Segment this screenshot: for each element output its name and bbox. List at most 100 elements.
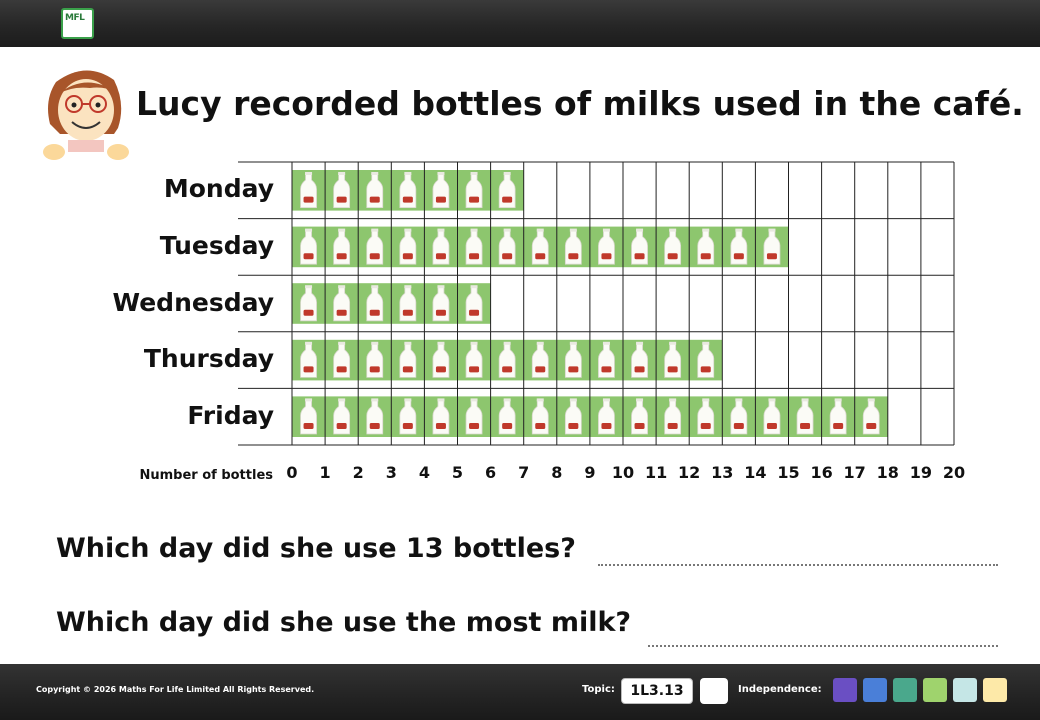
x-tick-label: 17 [843,463,866,482]
copyright-text: Copyright © 2026 Maths For Life Limited … [36,685,315,694]
category-label-monday: Monday [163,174,274,204]
independence-swatch[interactable] [983,678,1007,702]
bottle-icon [631,341,648,378]
bottle-icon [564,398,582,435]
topic-code-badge: 1L3.13 [621,678,693,704]
bottle-icon [300,341,317,378]
independence-label: Independence: [738,684,822,695]
x-tick-label: 2 [352,463,364,482]
bottle-icon [399,398,417,435]
bottle-icon [564,228,582,265]
bottle-icon [432,285,450,322]
lucy-avatar [43,70,129,160]
bottle-icon [829,398,847,435]
x-tick-label: 8 [551,463,563,482]
independence-swatch[interactable] [953,678,977,702]
bottle-icon [598,398,615,435]
bottle-icon [432,341,450,378]
bottle-icon [498,228,516,265]
bottle-icon [333,285,351,322]
category-label-friday: Friday [187,400,274,430]
bottle-icon [366,341,384,378]
bottle-icon [862,398,880,435]
x-axis-label: Number of bottles [139,468,273,483]
x-tick-label: 14 [744,463,767,482]
x-tick-label: 5 [451,463,464,482]
bottle-icon [399,228,417,265]
bottle-icon [730,228,748,265]
top-bar: MFL [0,0,1040,47]
category-label-wednesday: Wednesday [112,287,274,317]
bottle-icon [465,228,483,265]
bottle-icon [730,398,748,435]
x-tick-label: 7 [518,463,530,482]
bottle-icon [333,398,351,435]
x-tick-label: 15 [777,463,800,482]
bottle-icon [432,172,450,208]
bottle-icon [399,285,417,322]
x-tick-label: 12 [678,463,701,482]
bottle-icon [465,398,483,435]
independence-swatch[interactable] [923,678,947,702]
bottle-icon [598,228,615,265]
bottle-icon [399,172,417,208]
bottle-icon [432,398,450,435]
page-title: Lucy recorded bottles of milks used in t… [136,84,1024,123]
bottle-icon [498,172,516,208]
bottle-icon [796,398,814,435]
answer-line-2[interactable] [648,645,998,647]
bottle-icon [498,398,516,435]
independence-swatch[interactable] [893,678,917,702]
bottle-icon [300,228,317,265]
topic-label: Topic: [582,684,615,695]
bottle-icon [300,172,317,208]
bottle-icon [333,228,351,265]
x-tick-label: 13 [711,463,734,482]
bottle-icon [697,228,715,265]
bottle-icon [697,398,715,435]
x-tick-label: 1 [319,463,331,482]
bottle-icon [697,341,715,378]
bottle-icon [333,341,351,378]
bottle-icon [432,228,450,265]
x-tick-label: 18 [876,463,899,482]
bottle-icon [465,172,483,208]
x-tick-label: 19 [909,463,933,482]
footer-bar: Copyright © 2026 Maths For Life Limited … [0,664,1040,720]
bottle-icon [664,341,682,378]
mfl-logo: MFL [61,8,94,39]
bottle-icon [531,398,549,435]
x-tick-label: 9 [584,463,596,482]
category-label-thursday: Thursday [143,344,274,374]
x-tick-label: 10 [611,463,635,482]
bottle-icon [631,398,648,435]
x-tick-label: 0 [286,463,298,482]
x-tick-label: 11 [644,463,668,482]
bottle-icon [366,285,384,322]
bottle-icon [465,341,483,378]
x-tick-label: 3 [385,463,397,482]
answer-line-1[interactable] [598,564,998,566]
bottle-icon [399,341,417,378]
question-1: Which day did she use 13 bottles? [56,533,576,564]
bottle-icon [531,228,549,265]
x-tick-label: 4 [418,463,430,482]
x-tick-label: 16 [810,463,833,482]
bottle-icon [300,285,317,322]
category-label-tuesday: Tuesday [159,230,274,260]
bottle-icon [366,228,384,265]
independence-swatch[interactable] [863,678,887,702]
logo-text: MFL [65,13,85,23]
bottle-icon [366,172,384,208]
x-tick-label: 6 [485,463,497,482]
topic-checkbox[interactable] [700,678,728,704]
bottle-icon [763,398,781,435]
bottle-icon [366,398,384,435]
bottle-icon [300,398,317,435]
independence-swatch[interactable] [833,678,857,702]
bottle-icon [631,228,648,265]
question-2: Which day did she use the most milk? [56,607,632,638]
bottle-icon [564,341,582,378]
bottle-icon [664,228,682,265]
